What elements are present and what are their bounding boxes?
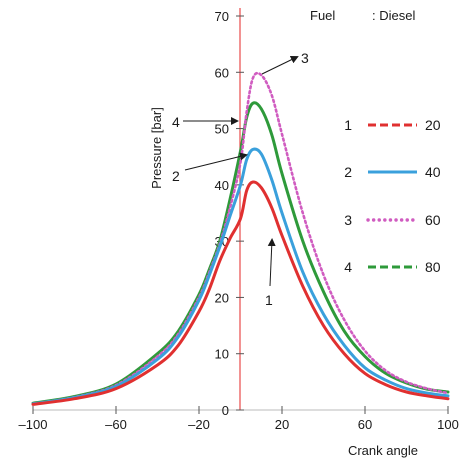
y-tick-label: 0 [222,403,229,418]
y-axis-title: Pressure [bar] [149,107,164,189]
legend-key-4: 4 [344,259,352,275]
x-tick-label: 20 [275,417,289,432]
series-lines [31,71,450,406]
legend-key-2: 2 [344,164,352,180]
y-tick-label: 40 [215,178,229,193]
y-tick-label: 50 [215,122,229,137]
annotation-arrow-1 [267,238,276,287]
legend-key-3: 3 [344,212,352,228]
annotation-arrow-3 [261,56,299,75]
annotation-label-4: 4 [172,114,180,130]
x-tick-label: 100 [437,417,459,432]
x-axis-ticks: –100 –60 –20 20 60 100 [19,406,459,432]
x-tick-label: –100 [19,417,48,432]
y-tick-label: 20 [215,290,229,305]
legend-label-60: 60 [425,212,441,228]
legend-label-20: 20 [425,117,441,133]
series-line-80 [31,101,450,405]
legend-label-40: 40 [425,164,441,180]
legend: 1 20 2 40 3 60 4 80 [344,117,441,275]
annotation-label-3: 3 [301,50,309,66]
x-axis-title: Crank angle [348,443,418,458]
series-line-40 [31,147,450,406]
y-tick-label: 10 [215,347,229,362]
legend-key-1: 1 [344,117,352,133]
annotation-arrow-2 [184,152,248,171]
fuel-label: Fuel [310,8,335,23]
y-tick-label: 60 [215,65,229,80]
fuel-value: : Diesel [372,8,415,23]
annotation-label-1: 1 [265,292,273,308]
series-line-20 [31,180,450,406]
annotations: 1 2 3 4 [172,50,309,308]
x-tick-label: –60 [105,417,127,432]
legend-label-80: 80 [425,259,441,275]
annotation-label-2: 2 [172,168,180,184]
series-line-60 [31,71,450,406]
y-tick-label: 70 [215,9,229,24]
x-tick-label: 60 [358,417,372,432]
x-tick-label: –20 [188,417,210,432]
